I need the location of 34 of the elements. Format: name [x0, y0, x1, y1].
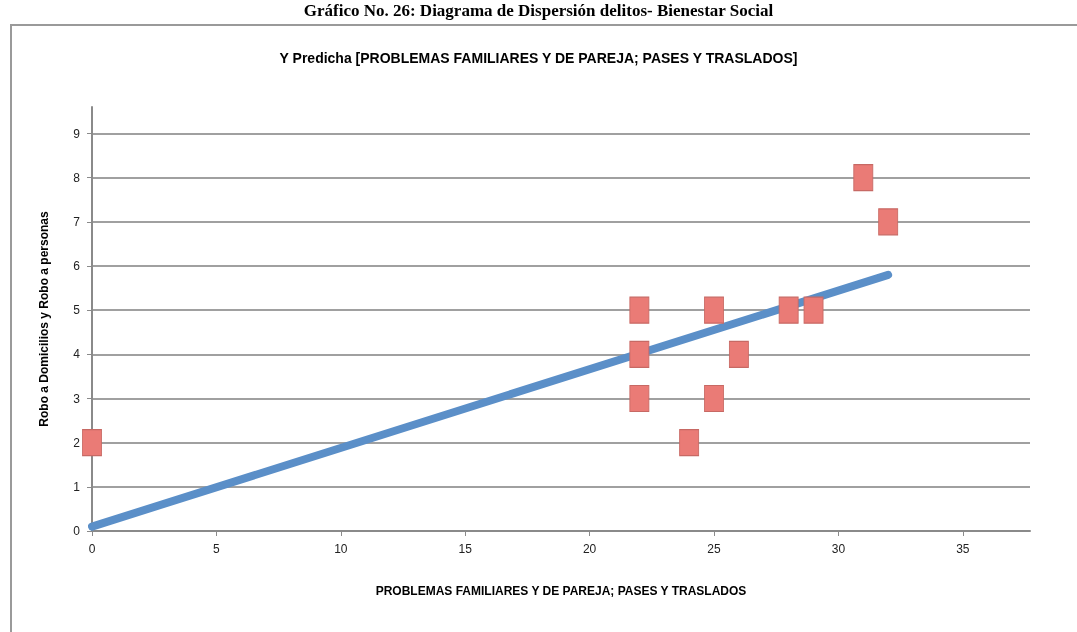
y-tick-label: 5 — [73, 303, 81, 318]
y-tick-label: 6 — [73, 259, 81, 273]
x-tick-label: 20 — [582, 542, 597, 556]
x-tick-label: 15 — [458, 542, 473, 556]
x-tick-label: 0 — [88, 542, 96, 556]
x-tick-label: 30 — [831, 542, 846, 556]
point — [629, 340, 650, 368]
x-tick-label: 5 — [213, 542, 221, 556]
point — [778, 296, 799, 324]
x-tick-label: 25 — [707, 542, 722, 556]
text: Gráfico No. 26: Diagrama de Dispersión delitos- Bienestar Social — [302, 1, 775, 21]
x-axis-title: PROBLEMAS FAMILIARES Y DE PAREJA; PASES Y TRASLADOS — [375, 584, 747, 598]
point — [629, 385, 650, 412]
point — [629, 296, 650, 324]
point — [728, 340, 749, 368]
point — [679, 429, 700, 457]
x-tick-label: 35 — [956, 542, 970, 556]
point — [853, 164, 874, 192]
point — [82, 429, 102, 457]
y-tick-label: 2 — [73, 435, 81, 450]
y-tick-label: 3 — [73, 391, 81, 406]
y-tick-label: 8 — [73, 170, 81, 185]
chart-title: Y Predicha [PROBLEMAS FAMILIARES Y DE PAREJA; PASES Y TRASLADOS] — [279, 50, 798, 66]
y-tick-label: 7 — [73, 214, 81, 229]
point — [704, 385, 725, 412]
point — [803, 296, 824, 324]
y-tick-label: 1 — [73, 479, 81, 494]
y-tick-label: 9 — [73, 126, 81, 141]
x-tick-label: 10 — [334, 542, 348, 556]
y-axis-title: Robo a Domicilios y Robo a personas — [37, 210, 51, 427]
y-tick-label: 0 — [73, 524, 81, 538]
point — [704, 296, 725, 324]
y-tick-label: 4 — [73, 347, 81, 362]
point — [878, 208, 899, 236]
